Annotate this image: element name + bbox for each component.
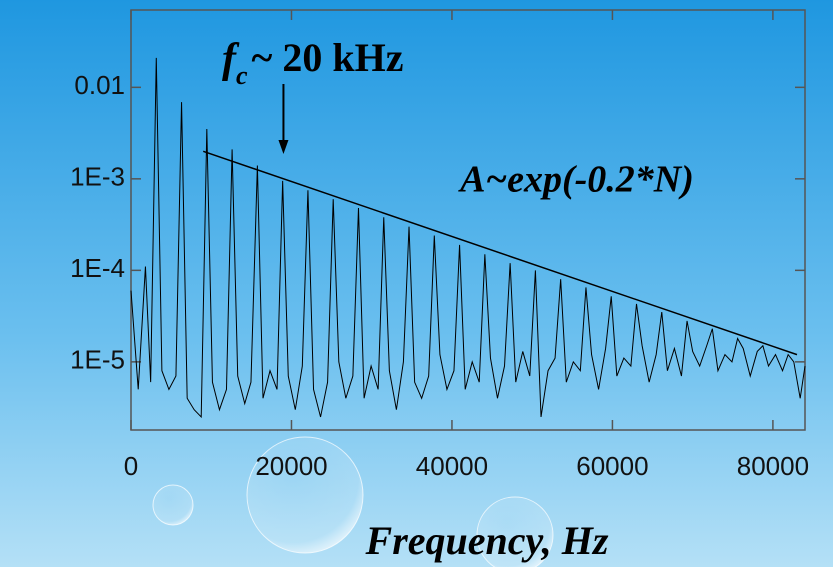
x-axis-label: Frequency, Hz (365, 518, 609, 563)
x-tick-label: 80000 (737, 451, 809, 481)
y-tick-label: 1E-4 (70, 253, 125, 283)
x-tick-label: 40000 (416, 451, 488, 481)
y-tick-label: 0.01 (74, 70, 125, 100)
annotation-text: ~ 20 kHz (252, 35, 404, 80)
annotation-arrowhead (278, 140, 289, 154)
bubble (152, 484, 194, 526)
y-tick-label: 1E-5 (70, 345, 125, 375)
x-tick-label: 0 (124, 451, 138, 481)
fit-label: A~exp(-0.2*N) (458, 159, 694, 201)
annotation-symbol: f (222, 36, 240, 82)
fit-line (202, 150, 798, 356)
annotation-subscript: c (236, 61, 248, 90)
bubble (476, 496, 554, 567)
bubble (246, 436, 364, 554)
y-tick-label: 1E-3 (70, 162, 125, 192)
plot-frame (130, 9, 806, 431)
annotation: fc ~ 20 kHz (222, 35, 403, 90)
x-tick-label: 60000 (576, 451, 648, 481)
x-tick-label: 20000 (255, 451, 327, 481)
spectrum-line (130, 57, 806, 419)
